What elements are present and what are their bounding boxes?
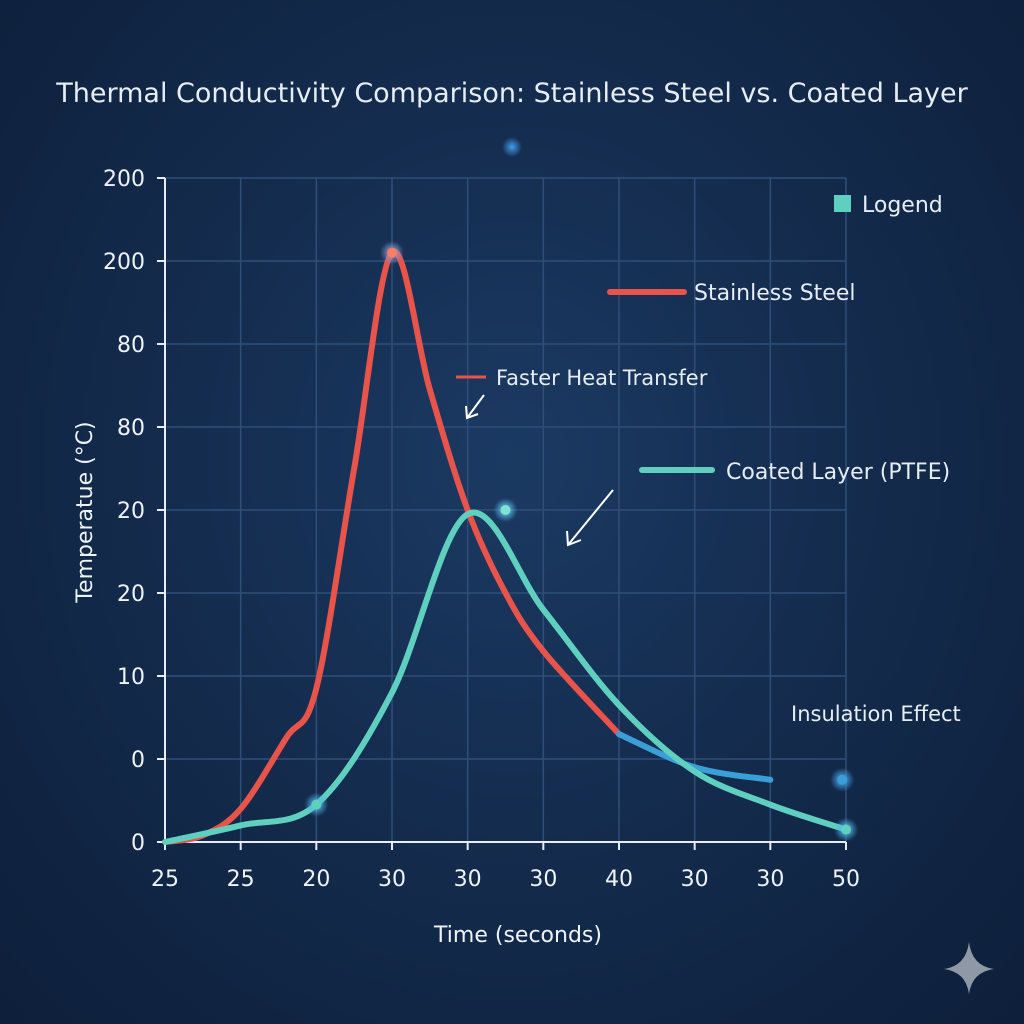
x-tick-label: 20: [302, 867, 330, 892]
y-tick-label: 20: [117, 582, 145, 607]
series-line-stainless-steel-tail: [616, 731, 774, 783]
series-line-stainless-steel: [162, 248, 622, 845]
marker-coated-start: [311, 799, 322, 810]
axes: [157, 177, 847, 850]
decorative-glow-dot: [502, 137, 522, 157]
marker-coated-peak: [500, 505, 511, 515]
annotations: Faster Heat Transfer Insulation Effect: [456, 366, 961, 726]
x-tick-label: 50: [832, 867, 860, 892]
x-tick-label: 30: [756, 867, 784, 892]
x-tick-label: 25: [227, 867, 255, 892]
x-axis-label: Time (seconds): [433, 923, 602, 948]
legend: Logend Stainless Steel Coated Layer (PTF…: [607, 193, 950, 485]
series: [162, 248, 849, 845]
chart-title: Thermal Conductivity Comparison: Stainle…: [55, 78, 968, 109]
annotation-arrow-coated: [566, 489, 614, 547]
series-line-coated-layer: [162, 509, 849, 845]
legend-title-swatch: [834, 195, 851, 212]
marker-coated-end: [841, 824, 851, 835]
y-tick-label: 0: [131, 748, 145, 773]
x-tick-label: 30: [378, 867, 406, 892]
legend-title: Logend: [862, 193, 943, 218]
annotation-insulation-effect: Insulation Effect: [791, 702, 961, 726]
x-tick-label: 30: [681, 867, 709, 892]
tick-labels: 25 25 20 30 30 30 40 30 30 50 0 0 10 20 20 80 80 200 200: [103, 167, 860, 892]
legend-label-coated-layer: Coated Layer (PTFE): [726, 460, 950, 485]
x-tick-label: 25: [151, 867, 179, 892]
x-tick-label: 40: [605, 867, 633, 892]
series-markers: [304, 240, 858, 842]
marker-stainless-peak: [387, 247, 397, 258]
y-tick-label: 200: [103, 167, 145, 192]
marker-stainless-end: [837, 774, 848, 785]
y-tick-label: 80: [117, 416, 145, 441]
y-tick-label: 0: [131, 831, 145, 856]
x-tick-label: 30: [529, 867, 557, 892]
annotation-faster-heat-transfer: Faster Heat Transfer: [496, 366, 708, 390]
y-tick-label: 10: [117, 665, 145, 690]
y-tick-label: 80: [117, 333, 145, 358]
y-axis-label: Temperatue (°C): [73, 421, 98, 603]
x-tick-label: 30: [454, 867, 482, 892]
legend-label-stainless-steel: Stainless Steel: [694, 281, 855, 306]
annotation-arrow-faster: [465, 394, 485, 420]
y-tick-label: 200: [103, 250, 145, 275]
sparkle-icon: [944, 942, 994, 994]
y-tick-label: 20: [117, 499, 145, 524]
